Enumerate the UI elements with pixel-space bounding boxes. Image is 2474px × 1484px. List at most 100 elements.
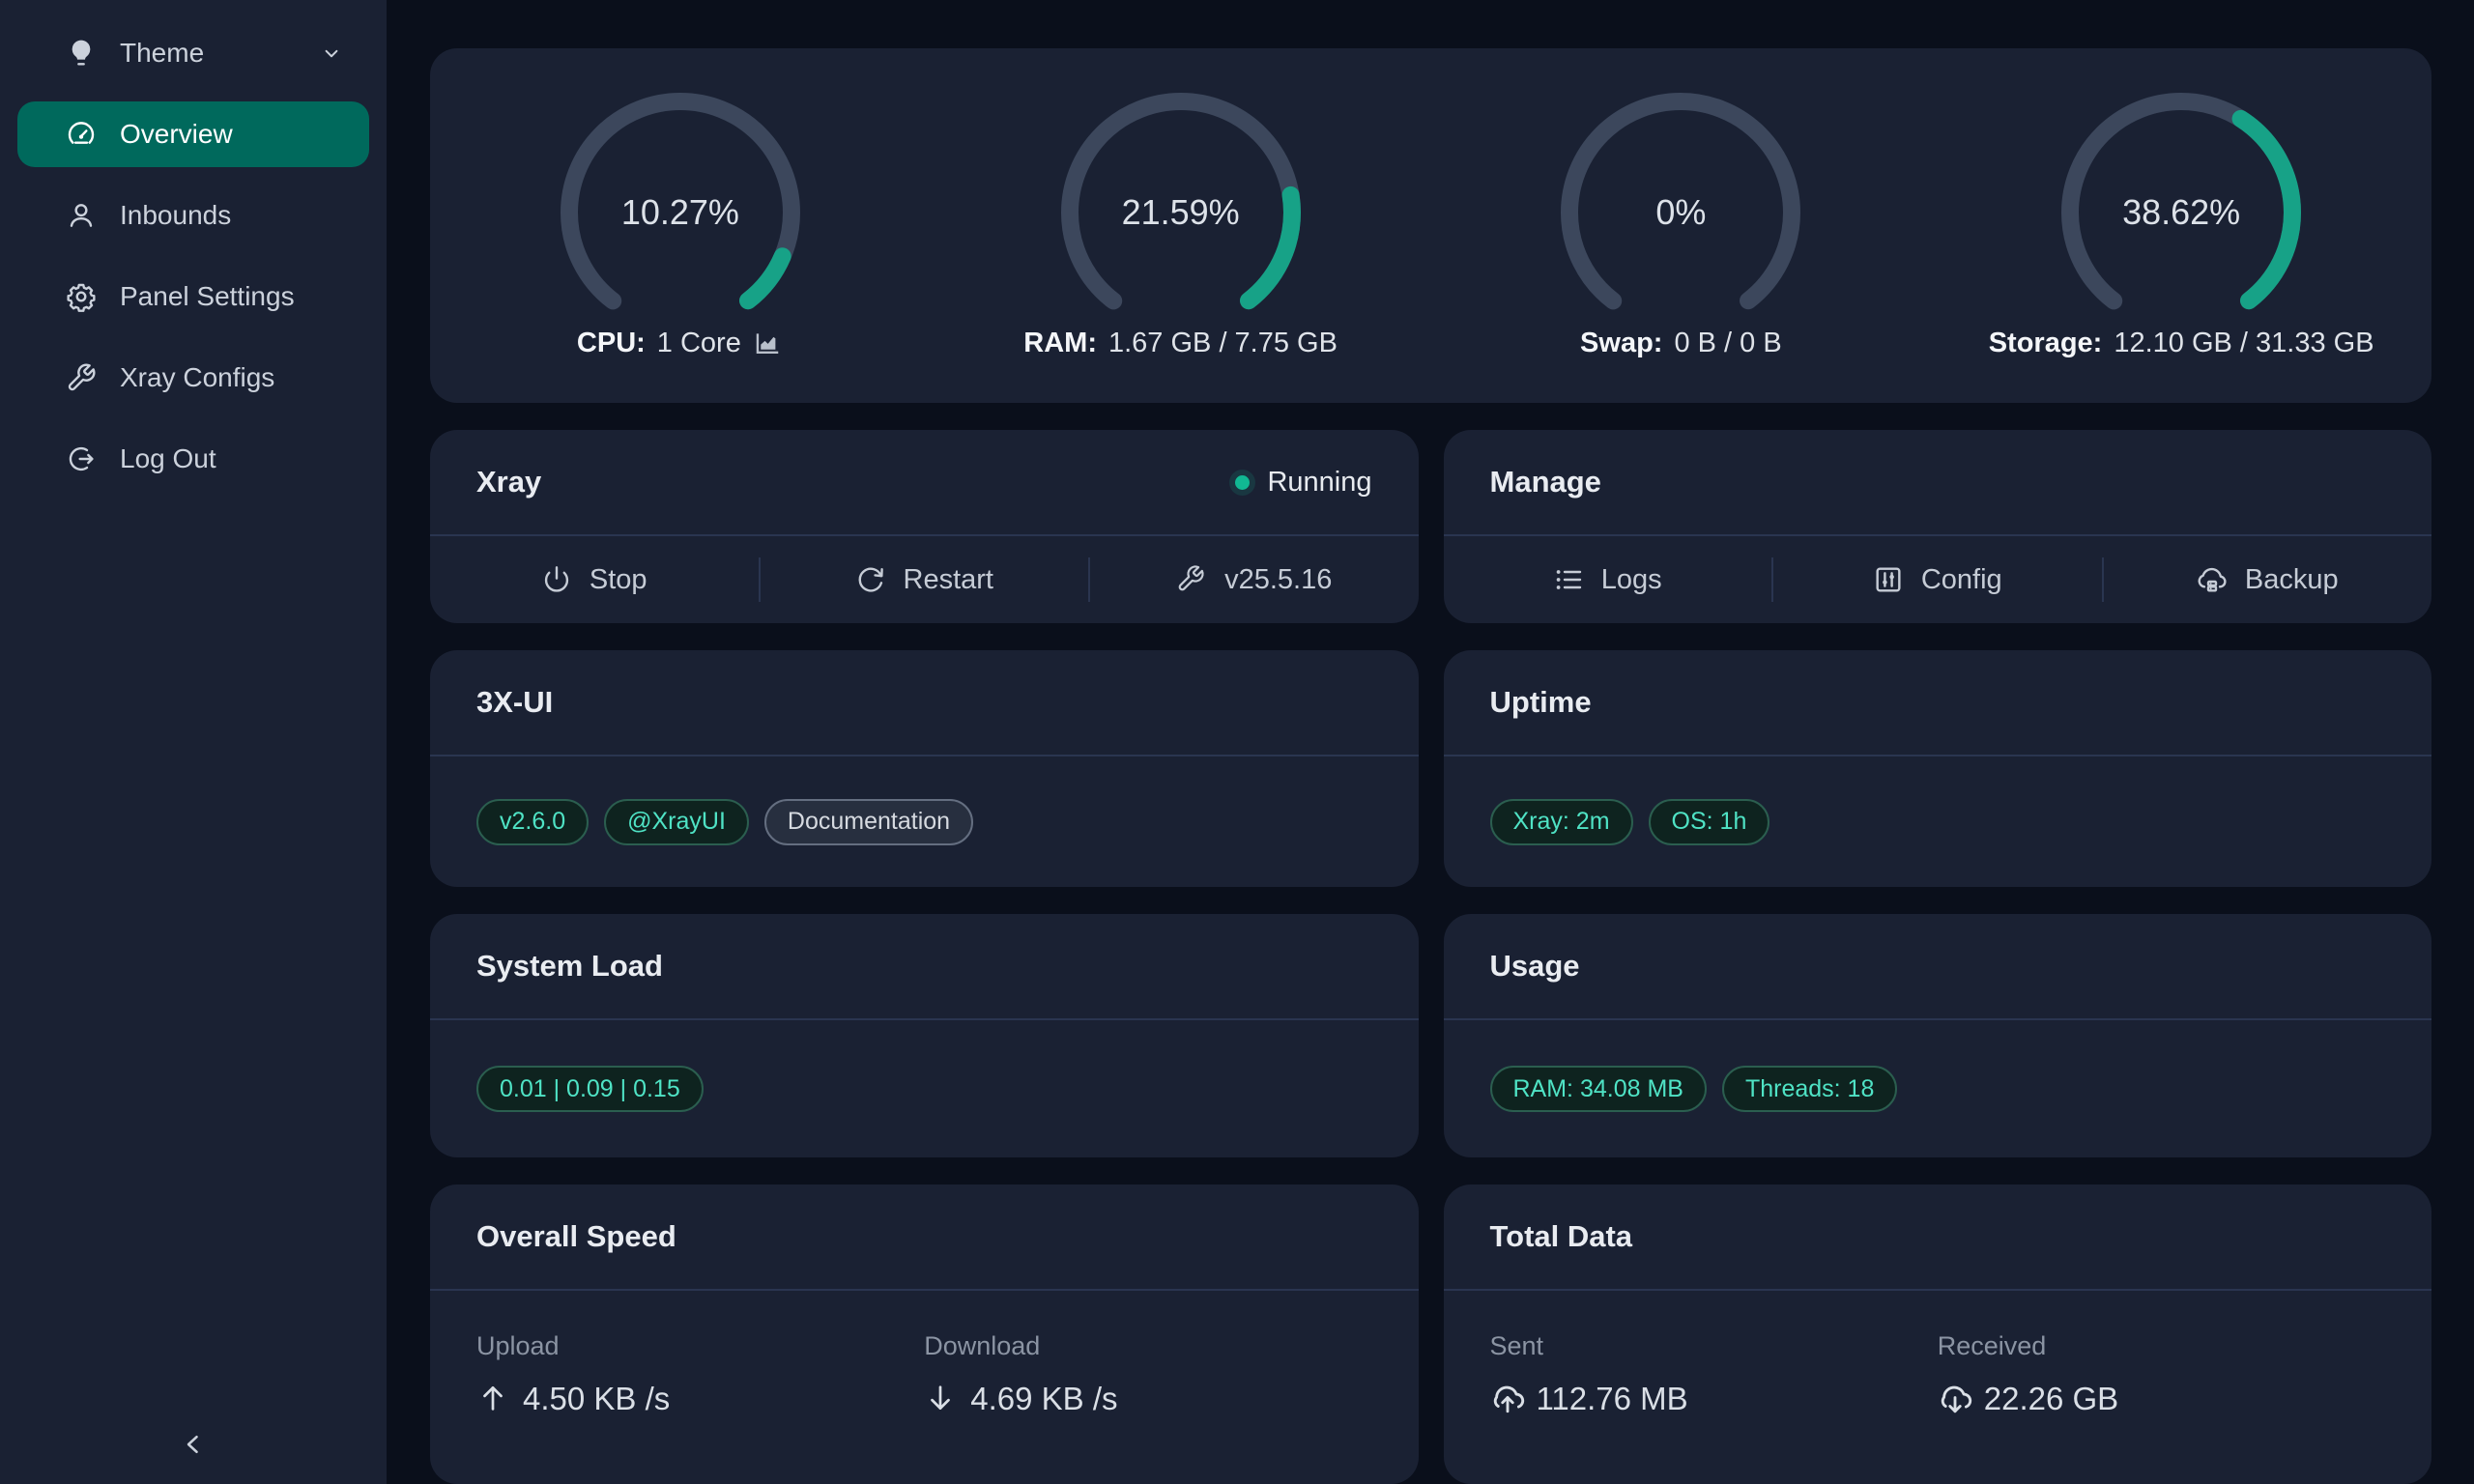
row-speed-data: Overall Speed Upload 4.50 KB /s Download bbox=[430, 1184, 2431, 1484]
storage-percent: 38.62% bbox=[2122, 192, 2241, 232]
cpu-label: CPU: 1 Core bbox=[577, 328, 784, 359]
logs-button[interactable]: Logs bbox=[1444, 536, 1772, 623]
swap-gauge: 0% bbox=[1560, 92, 1801, 333]
usage-tags: RAM: 34.08 MB Threads: 18 bbox=[1444, 1020, 2432, 1157]
load-average-tag: 0.01 | 0.09 | 0.15 bbox=[476, 1066, 704, 1112]
card-title: Uptime bbox=[1489, 685, 1592, 719]
restart-button[interactable]: Restart bbox=[761, 536, 1089, 623]
download-stat: Download 4.69 KB /s bbox=[924, 1331, 1371, 1484]
ram-usage-tag: RAM: 34.08 MB bbox=[1489, 1066, 1707, 1112]
uptime-card: Uptime Xray: 2m OS: 1h bbox=[1443, 650, 2432, 887]
divider bbox=[758, 557, 761, 602]
chevron-left-icon bbox=[177, 1428, 210, 1461]
card-title: Manage bbox=[1489, 465, 1601, 499]
card-title: Overall Speed bbox=[476, 1219, 676, 1253]
stat-value: 4.69 KB /s bbox=[924, 1381, 1371, 1417]
gear-icon bbox=[66, 281, 97, 312]
xray-uptime-tag: Xray: 2m bbox=[1489, 798, 1633, 845]
system-load-card-header: System Load bbox=[430, 914, 1419, 1020]
stat-label: Sent bbox=[1489, 1331, 1544, 1360]
stat-value: 22.26 GB bbox=[1938, 1381, 2385, 1417]
system-stats-card: 10.27% CPU: 1 Core 21.59% RAM: 1.67 GB bbox=[430, 48, 2431, 403]
sidebar-item-panel-settings[interactable]: Panel Settings bbox=[17, 264, 369, 329]
system-load-tags: 0.01 | 0.09 | 0.15 bbox=[430, 1020, 1419, 1157]
system-load-card: System Load 0.01 | 0.09 | 0.15 bbox=[430, 914, 1419, 1157]
data-stats: Sent 112.76 MB Received 22.26 GB bbox=[1444, 1291, 2432, 1484]
stat-value: 4.50 KB /s bbox=[476, 1381, 924, 1417]
config-button[interactable]: Config bbox=[1773, 536, 2102, 623]
stat-value: 112.76 MB bbox=[1490, 1381, 1938, 1417]
wrench-icon bbox=[66, 362, 97, 393]
user-icon bbox=[66, 200, 97, 231]
control-icon bbox=[1873, 564, 1904, 595]
divider bbox=[1088, 557, 1090, 602]
speed-stats: Upload 4.50 KB /s Download 4.69 K bbox=[430, 1291, 1419, 1484]
card-title: Xray bbox=[476, 465, 542, 499]
wrench-icon bbox=[1176, 564, 1207, 595]
main-content: 10.27% CPU: 1 Core 21.59% RAM: 1.67 GB bbox=[387, 0, 2474, 1484]
cloud-download-icon bbox=[1938, 1382, 1972, 1416]
overall-speed-card-header: Overall Speed bbox=[430, 1184, 1419, 1291]
stat-label: Received bbox=[1937, 1331, 2047, 1360]
cpu-gauge: 10.27% bbox=[560, 92, 801, 333]
usage-card-header: Usage bbox=[1443, 914, 2431, 1020]
gauge-ram: 21.59% RAM: 1.67 GB / 7.75 GB bbox=[931, 92, 1431, 359]
logout-icon bbox=[66, 443, 97, 474]
sidebar-item-xray-configs[interactable]: Xray Configs bbox=[17, 345, 369, 411]
divider bbox=[2101, 557, 2104, 602]
upload-stat: Upload 4.50 KB /s bbox=[476, 1331, 924, 1484]
uptime-tags: Xray: 2m OS: 1h bbox=[1444, 756, 2432, 887]
arrow-up-icon bbox=[476, 1382, 511, 1416]
sidebar-collapse-button[interactable] bbox=[0, 1428, 387, 1461]
sent-stat: Sent 112.76 MB bbox=[1490, 1331, 1938, 1484]
stat-label: Download bbox=[924, 1331, 1041, 1360]
stat-label: Upload bbox=[476, 1331, 560, 1360]
gauge-storage: 38.62% Storage: 12.10 GB / 31.33 GB bbox=[1931, 92, 2431, 359]
ram-percent: 21.59% bbox=[1121, 192, 1240, 232]
reload-icon bbox=[855, 564, 886, 595]
received-stat: Received 22.26 GB bbox=[1938, 1331, 2385, 1484]
sidebar-item-inbounds[interactable]: Inbounds bbox=[17, 183, 369, 248]
xui-tags: v2.6.0 @XrayUI Documentation bbox=[430, 756, 1419, 887]
card-title: 3X-UI bbox=[476, 685, 554, 719]
sidebar-item-label: Overview bbox=[120, 119, 233, 149]
sidebar-item-theme[interactable]: Theme bbox=[17, 20, 369, 86]
threads-tag: Threads: 18 bbox=[1721, 1066, 1898, 1112]
version-tag[interactable]: v2.6.0 bbox=[476, 798, 590, 845]
sidebar-item-label: Xray Configs bbox=[120, 362, 275, 392]
cloud-server-icon bbox=[2197, 564, 2228, 595]
row-xray-manage: Xray Running Stop Res bbox=[430, 430, 2431, 623]
total-data-card-header: Total Data bbox=[1443, 1184, 2431, 1291]
xray-version-button[interactable]: v25.5.16 bbox=[1090, 536, 1419, 623]
total-data-card: Total Data Sent 112.76 MB Received bbox=[1443, 1184, 2432, 1484]
status-dot bbox=[1235, 474, 1251, 490]
list-icon bbox=[1553, 564, 1584, 595]
manage-card-header: Manage bbox=[1443, 430, 2431, 536]
card-title: Usage bbox=[1489, 949, 1580, 983]
xrayui-link-tag[interactable]: @XrayUI bbox=[604, 798, 749, 845]
manage-card: Manage Logs Config bbox=[1443, 430, 2432, 623]
sidebar-item-overview[interactable]: Overview bbox=[17, 101, 369, 167]
stop-button[interactable]: Stop bbox=[430, 536, 759, 623]
cloud-upload-icon bbox=[1490, 1382, 1525, 1416]
sidebar-item-label: Inbounds bbox=[120, 200, 232, 230]
documentation-link-tag[interactable]: Documentation bbox=[763, 798, 974, 845]
bulb-icon bbox=[66, 38, 97, 69]
usage-card: Usage RAM: 34.08 MB Threads: 18 bbox=[1443, 914, 2432, 1157]
os-uptime-tag: OS: 1h bbox=[1648, 798, 1770, 845]
power-icon bbox=[541, 564, 572, 595]
gauge-cpu: 10.27% CPU: 1 Core bbox=[430, 92, 931, 359]
xray-card-header: Xray Running bbox=[430, 430, 1419, 536]
area-chart-icon[interactable] bbox=[753, 328, 784, 359]
ram-label: RAM: 1.67 GB / 7.75 GB bbox=[1023, 328, 1338, 358]
backup-button[interactable]: Backup bbox=[2104, 536, 2432, 623]
swap-label: Swap: 0 B / 0 B bbox=[1580, 328, 1782, 358]
sidebar-item-log-out[interactable]: Log Out bbox=[17, 426, 369, 492]
chevron-down-icon bbox=[319, 41, 344, 66]
status-text: Running bbox=[1267, 466, 1372, 498]
dashboard-icon bbox=[66, 119, 97, 150]
gauge-swap: 0% Swap: 0 B / 0 B bbox=[1431, 92, 1932, 359]
sidebar-item-label: Log Out bbox=[120, 443, 216, 473]
row-load-usage: System Load 0.01 | 0.09 | 0.15 Usage RAM… bbox=[430, 914, 2431, 1157]
uptime-card-header: Uptime bbox=[1443, 650, 2431, 756]
